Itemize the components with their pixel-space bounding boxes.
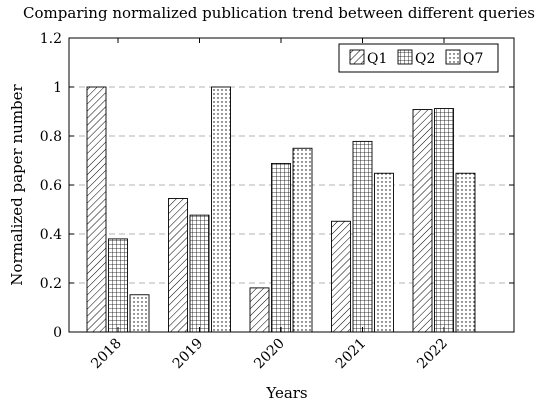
bar-q1-2022	[412, 109, 433, 333]
bar-q7-2020	[292, 147, 313, 333]
bar-q1-2019	[168, 198, 188, 333]
y-tick-label: 1.2	[40, 31, 62, 47]
y-axis-label: Normalized paper number	[8, 83, 26, 285]
x-axis-label: Years	[265, 384, 307, 402]
bar-q2-2019	[189, 214, 210, 333]
bar-q2-2018	[108, 238, 128, 333]
y-tick-label: 0.2	[40, 276, 62, 292]
bar-q7-2018	[129, 294, 150, 333]
legend-swatch-q1	[349, 49, 365, 65]
bar-q1-2021	[331, 220, 351, 333]
y-tick-label: 0	[53, 325, 62, 341]
bar-q2-2021	[352, 140, 373, 333]
legend-label-q7: Q7	[463, 51, 483, 67]
bars	[86, 86, 476, 333]
bar-q7-2022	[455, 172, 476, 333]
x-tick-label: 2021	[333, 336, 370, 373]
bar-q7-2021	[374, 172, 394, 333]
x-tick-label: 2022	[414, 336, 451, 373]
bar-q2-2020	[271, 162, 291, 333]
x-tick-label: 2020	[251, 336, 288, 373]
x-tick-label: 2019	[170, 336, 207, 373]
y-tick-label: 0.8	[40, 129, 62, 145]
legend-swatch-q7	[445, 49, 461, 65]
y-tick-label: 0.4	[40, 227, 62, 243]
chart-title: Comparing normalized publication trend b…	[23, 4, 535, 22]
legend-swatch-q2	[397, 49, 413, 65]
bar-q2-2022	[434, 108, 454, 333]
x-tick-label: 2018	[88, 336, 125, 373]
bar-q7-2019	[211, 86, 231, 333]
legend-box	[338, 43, 499, 73]
y-tick-label: 1	[53, 80, 62, 96]
bar-q1-2020	[249, 287, 270, 333]
legend-label-q2: Q2	[415, 51, 435, 67]
y-tick-label: 0.6	[40, 178, 62, 194]
bar-q1-2018	[86, 86, 107, 333]
y-axis-ticks: 0 0.2 0.4 0.6 0.8 1 1.2	[40, 31, 514, 341]
legend-label-q1: Q1	[367, 51, 387, 67]
legend: Q1 Q2 Q7	[338, 43, 499, 73]
